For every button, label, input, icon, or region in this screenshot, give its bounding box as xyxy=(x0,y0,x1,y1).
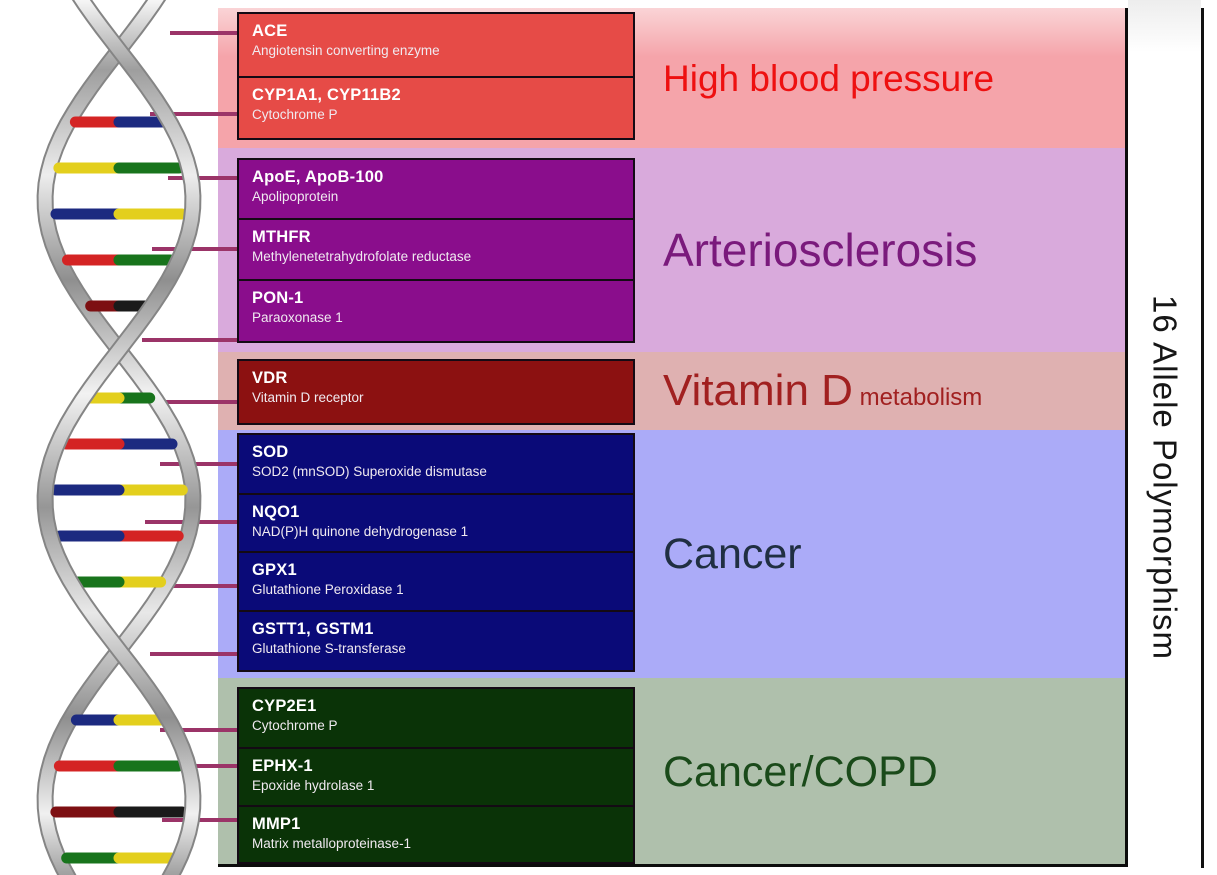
gene-name: GSTT1, GSTM1 xyxy=(252,620,374,638)
disease-label-high-blood-pressure: High blood pressure xyxy=(663,60,994,97)
gene-name: ACE xyxy=(252,22,288,40)
gene-box: MTHFR Methylenetetrahydrofolate reductase xyxy=(237,218,635,281)
gene-connector-line xyxy=(170,31,239,35)
disease-label-cancer: Cancer xyxy=(663,529,802,578)
gene-name: MMP1 xyxy=(252,815,301,833)
gene-connector-line xyxy=(158,584,239,588)
band-bottom-border xyxy=(218,864,1128,867)
gene-description: Glutathione S-transferase xyxy=(252,640,406,656)
gene-box: NQO1 NAD(P)H quinone dehydrogenase 1 xyxy=(237,493,635,553)
gene-name: GPX1 xyxy=(252,561,297,579)
disease-label-text: Cancer/COPD xyxy=(663,747,938,796)
gene-box: EPHX-1 Epoxide hydrolase 1 xyxy=(237,747,635,807)
gene-connector-line xyxy=(168,176,239,180)
gene-name: ApoE, ApoB-100 xyxy=(252,168,384,186)
gene-description: Angiotensin converting enzyme xyxy=(252,42,440,58)
gene-name: CYP2E1 xyxy=(252,697,317,715)
gene-box: CYP1A1, CYP11B2 Cytochrome P xyxy=(237,76,635,140)
gene-box: ACE Angiotensin converting enzyme xyxy=(237,12,635,78)
gene-connector-line xyxy=(162,818,239,822)
disease-label-cancer-copd: Cancer/COPD xyxy=(663,747,938,796)
gene-connector-line xyxy=(170,764,239,768)
gene-group-cancer-copd: CYP2E1 Cytochrome P EPHX-1 Epoxide hydrolas… xyxy=(237,687,635,864)
gene-description: Matrix metalloproteinase-1 xyxy=(252,835,412,851)
gene-connector-line xyxy=(142,338,239,342)
gene-connector-line xyxy=(152,247,239,251)
gene-name: NQO1 xyxy=(252,503,300,521)
gene-name: PON-1 xyxy=(252,289,304,307)
gene-connector-line xyxy=(160,728,239,732)
side-label-column: 16 Allele Polymorphism xyxy=(1128,0,1201,875)
gene-box: CYP2E1 Cytochrome P xyxy=(237,687,635,749)
disease-label-text: Cancer xyxy=(663,529,802,578)
gene-description: Glutathione Peroxidase 1 xyxy=(252,581,404,597)
gene-name: EPHX-1 xyxy=(252,757,313,775)
gene-box: MMP1 Matrix metalloproteinase-1 xyxy=(237,805,635,864)
gene-name: SOD xyxy=(252,443,289,461)
side-label: 16 Allele Polymorphism xyxy=(1146,295,1184,660)
gene-description: Vitamin D receptor xyxy=(252,389,364,405)
gene-description: Paraoxonase 1 xyxy=(252,309,343,325)
gene-box: GSTT1, GSTM1 Glutathione S-transferase xyxy=(237,610,635,672)
gene-group-arteriosclerosis: ApoE, ApoB-100 Apolipoprotein MTHFR Methyle… xyxy=(237,158,635,343)
gene-connector-line xyxy=(150,400,239,404)
gene-connector-line xyxy=(160,462,239,466)
gene-connector-line xyxy=(145,520,239,524)
gene-connector-line xyxy=(150,112,239,116)
gene-box: SOD SOD2 (mnSOD) Superoxide dismutase xyxy=(237,433,635,495)
band-right-border xyxy=(1125,8,1128,866)
dna-helix-illustration xyxy=(36,0,202,875)
gene-description: Epoxide hydrolase 1 xyxy=(252,777,375,793)
gene-box: GPX1 Glutathione Peroxidase 1 xyxy=(237,551,635,612)
disease-label-vitamin-d: Vitamin D metabolism xyxy=(663,369,982,413)
gene-group-cancer: SOD SOD2 (mnSOD) Superoxide dismutase NQO1… xyxy=(237,433,635,672)
vertical-rule xyxy=(1201,8,1204,868)
disease-label-text: Vitamin D xyxy=(663,366,853,415)
disease-sublabel-text: metabolism xyxy=(852,384,983,411)
gene-name: CYP1A1, CYP11B2 xyxy=(252,86,401,104)
gene-group-vitamin-d: VDR Vitamin D receptor xyxy=(237,359,635,425)
gene-group-high-blood-pressure: ACE Angiotensin converting enzyme CYP1A1, … xyxy=(237,12,635,140)
gene-box: PON-1 Paraoxonase 1 xyxy=(237,279,635,343)
gene-description: Cytochrome P xyxy=(252,106,338,122)
gene-name: VDR xyxy=(252,369,288,387)
gene-box: VDR Vitamin D receptor xyxy=(237,359,635,425)
gene-description: SOD2 (mnSOD) Superoxide dismutase xyxy=(252,463,487,479)
gene-description: Cytochrome P xyxy=(252,717,338,733)
gene-description: NAD(P)H quinone dehydrogenase 1 xyxy=(252,523,469,539)
gene-connector-line xyxy=(150,652,239,656)
gene-name: MTHFR xyxy=(252,228,311,246)
disease-label-arteriosclerosis: Arteriosclerosis xyxy=(663,227,977,273)
disease-label-text: Arteriosclerosis xyxy=(663,224,978,276)
gene-box: ApoE, ApoB-100 Apolipoprotein xyxy=(237,158,635,220)
gene-description: Methylenetetrahydrofolate reductase xyxy=(252,248,472,264)
gene-description: Apolipoprotein xyxy=(252,188,339,204)
disease-label-text: High blood pressure xyxy=(663,57,995,99)
